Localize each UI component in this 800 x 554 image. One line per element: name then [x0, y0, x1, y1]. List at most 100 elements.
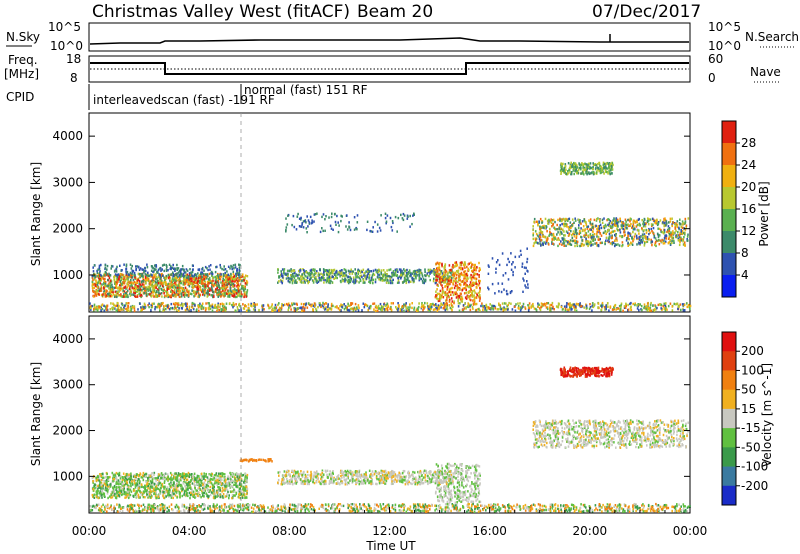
echo-cell	[443, 278, 446, 281]
echo-cell	[152, 284, 154, 288]
echo-cell	[453, 280, 456, 283]
echo-cell	[344, 268, 347, 272]
echo-cell	[203, 274, 205, 277]
echo-cell	[532, 305, 534, 308]
echo-cell	[370, 270, 373, 273]
nsearch-label: N.Search	[745, 30, 799, 44]
echo-cell	[173, 278, 176, 281]
echo-cell	[432, 302, 434, 306]
echo-cell	[633, 219, 636, 223]
echo-cell	[547, 237, 549, 240]
echo-cell	[443, 266, 445, 269]
echo-cell	[461, 289, 463, 292]
echo-cell	[176, 286, 179, 289]
echo-cell	[134, 274, 136, 277]
echo-cell	[457, 269, 460, 272]
echo-cell	[102, 293, 104, 296]
echo-cell	[131, 285, 133, 288]
echo-cell	[352, 276, 355, 279]
echo-cell	[171, 292, 173, 295]
echo-cell	[304, 281, 306, 284]
echo-cell	[130, 283, 133, 286]
echo-cell	[197, 305, 200, 308]
echo-cell	[430, 305, 433, 309]
echo-cell	[362, 302, 365, 305]
echo-cell	[573, 221, 575, 224]
echo-cell	[233, 290, 235, 293]
echo-cell	[200, 304, 203, 307]
echo-cell	[117, 294, 120, 297]
echo-cell	[376, 306, 378, 309]
echo-cell	[475, 277, 478, 280]
echo-cell	[165, 307, 167, 311]
echo-cell	[549, 233, 551, 236]
echo-cell	[100, 263, 102, 267]
echo-cell	[681, 220, 684, 223]
echo-cell	[621, 223, 624, 227]
echo-cell	[544, 302, 546, 306]
echo-cell	[153, 280, 156, 283]
echo-cell	[300, 278, 302, 281]
echo-cell	[226, 270, 228, 273]
echo-cell	[683, 241, 686, 244]
echo-cell	[293, 302, 296, 306]
echo-cell	[386, 276, 388, 279]
echo-cell	[182, 291, 184, 294]
echo-cell	[184, 286, 187, 289]
echo-cell	[111, 265, 114, 268]
echo-cell	[419, 269, 422, 272]
echo-cell	[317, 272, 320, 275]
echo-cell	[202, 273, 205, 276]
echo-cell	[666, 308, 668, 311]
echo-cell	[156, 295, 159, 298]
echo-cell	[376, 275, 379, 279]
echo-cell	[162, 308, 165, 311]
echo-cell	[568, 308, 571, 311]
echo-cell	[125, 273, 128, 276]
echo-cell	[130, 274, 132, 277]
echo-cell	[443, 307, 446, 310]
echo-cell	[317, 274, 320, 278]
echo-cell	[128, 287, 131, 291]
echo-cell	[199, 280, 201, 283]
echo-cell	[584, 231, 587, 235]
echo-cell	[244, 293, 246, 297]
echo-cell	[152, 287, 155, 291]
echo-cell	[368, 270, 371, 273]
echo-cell	[216, 275, 218, 278]
echo-cell	[386, 269, 388, 272]
echo-cell	[552, 223, 554, 227]
echo-cell	[576, 243, 578, 246]
echo-cell	[444, 308, 447, 312]
echo-cell	[144, 306, 147, 310]
echo-cell	[395, 274, 398, 278]
echo-cell	[95, 285, 98, 288]
echo-cell	[355, 275, 357, 279]
echo-cell	[453, 291, 456, 294]
echo-cell	[472, 283, 475, 287]
echo-cell	[453, 286, 456, 290]
echo-cell	[668, 231, 670, 234]
echo-cell	[225, 276, 227, 279]
echo-cell	[455, 279, 457, 282]
echo-cell	[202, 282, 204, 285]
echo-cell	[631, 243, 634, 246]
echo-cell	[485, 303, 488, 307]
echo-cell	[328, 280, 331, 283]
echo-cell	[340, 280, 342, 284]
echo-cell	[215, 278, 217, 281]
echo-cell	[167, 293, 170, 297]
echo-cell	[176, 267, 178, 270]
echo-cell	[645, 237, 647, 240]
echo-cell	[181, 289, 184, 293]
echo-cell	[670, 233, 672, 237]
echo-cell	[580, 244, 583, 247]
echo-cell	[587, 242, 589, 245]
echo-cell	[461, 268, 464, 271]
echo-cell	[101, 277, 103, 280]
echo-cell	[551, 234, 553, 237]
echo-cell	[674, 226, 676, 229]
echo-cell	[470, 261, 472, 264]
echo-cell	[486, 305, 488, 309]
echo-cell	[384, 271, 386, 274]
